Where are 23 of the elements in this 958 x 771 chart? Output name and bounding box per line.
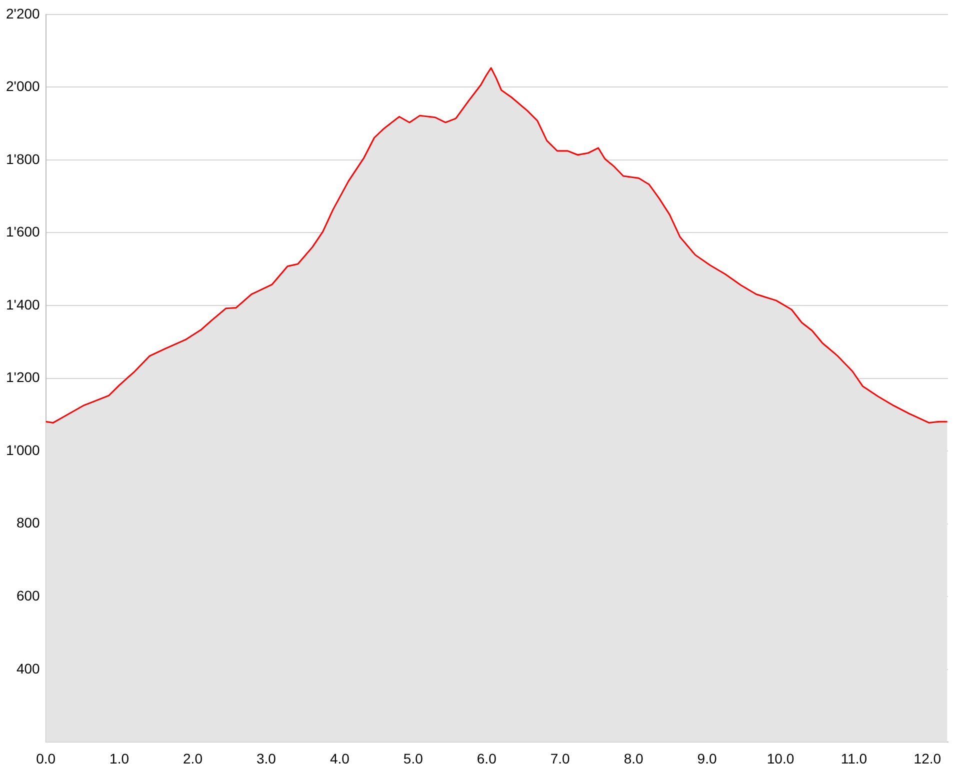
x-tick-label: 9.0: [697, 750, 717, 766]
y-tick-label: 1'600: [6, 224, 40, 240]
x-tick-label: 10.0: [766, 750, 794, 766]
x-tick-label: 6.0: [476, 750, 497, 766]
y-tick-label: 1'200: [6, 369, 40, 386]
y-tick-label: 800: [16, 514, 40, 531]
y-tick-label: 400: [16, 660, 40, 676]
x-tick-label: 5.0: [403, 750, 424, 766]
x-tick-label: 7.0: [550, 750, 570, 766]
x-tick-label: 12.0: [914, 750, 942, 766]
y-tick-label: 1'000: [6, 442, 40, 458]
y-tick-label: 2'200: [6, 5, 40, 22]
y-tick-label: 2'000: [6, 78, 40, 94]
x-tick-label: 11.0: [840, 750, 868, 766]
x-tick-label: 2.0: [183, 750, 203, 766]
x-tick-label: 0.0: [36, 750, 56, 766]
y-tick-label: 1'400: [6, 296, 40, 312]
x-tick-label: 3.0: [256, 750, 276, 766]
x-tick-label: 8.0: [624, 750, 644, 766]
y-tick-label: 1'800: [6, 150, 40, 167]
y-tick-label: 600: [16, 588, 40, 604]
x-tick-label: 4.0: [330, 750, 350, 766]
x-tick-label: 1.0: [110, 750, 130, 766]
